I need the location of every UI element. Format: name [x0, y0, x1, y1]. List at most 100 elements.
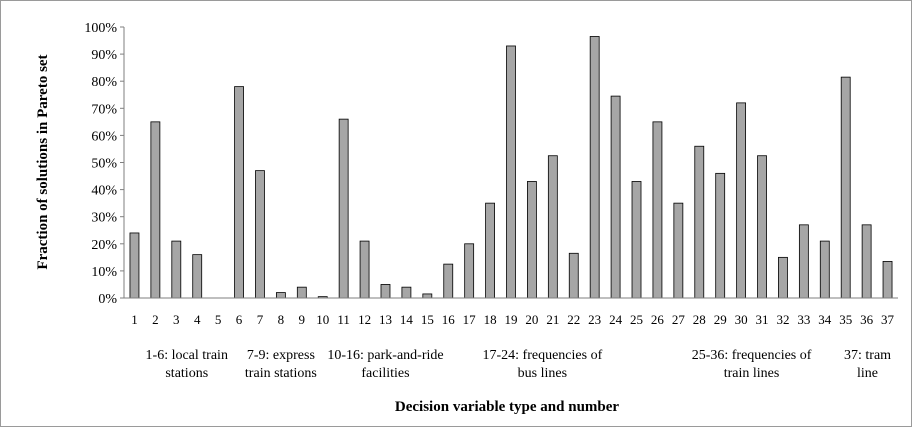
x-tick-label: 20: [525, 312, 538, 327]
group-label-line1: 37: tram: [844, 348, 891, 363]
y-tick-label: 30%: [91, 211, 117, 226]
x-tick-label: 13: [379, 312, 392, 327]
group-label-line1: 7-9: express: [247, 348, 315, 363]
group-labels: 1-6: local train stations 7-9: express trai…: [146, 348, 892, 381]
bar: [778, 256, 788, 299]
bar: [255, 170, 265, 299]
x-tick-label: 25: [630, 312, 643, 327]
group-label-line1: 25-36: frequencies of: [692, 348, 812, 363]
x-tick-label: 23: [588, 312, 601, 327]
bar: [547, 155, 558, 299]
bar: [652, 121, 663, 299]
x-tick-label: 2: [152, 312, 159, 327]
y-tick-label: 50%: [91, 157, 117, 172]
bar: [736, 102, 747, 299]
x-tick-label: 5: [215, 312, 222, 327]
bar: [631, 181, 642, 299]
x-tick-label: 34: [818, 312, 832, 327]
bar: [861, 224, 872, 299]
y-tick-label: 90%: [91, 48, 117, 63]
bar: [589, 36, 600, 299]
bar: [150, 121, 161, 299]
bar: [840, 76, 851, 299]
group-label-line2: stations: [165, 366, 208, 381]
x-tick-label: 16: [442, 312, 456, 327]
y-tick-label: 100%: [84, 21, 117, 36]
bar: [506, 45, 516, 299]
bars: [129, 36, 893, 299]
bar: [527, 181, 537, 299]
bar: [234, 86, 244, 299]
x-tick-label: 28: [693, 312, 706, 327]
x-tick-label: 33: [797, 312, 810, 327]
x-tick-label: 9: [299, 312, 306, 327]
bar: [464, 243, 475, 299]
x-tick-label: 35: [839, 312, 852, 327]
bar: [422, 293, 433, 299]
bar: [338, 118, 349, 299]
x-tick-label: 14: [400, 312, 414, 327]
x-tick-label: 17: [463, 312, 477, 327]
x-tick-label: 1: [131, 312, 138, 327]
x-tick-label: 7: [257, 312, 264, 327]
x-tick-label: 11: [337, 312, 350, 327]
group-label-line2: bus lines: [518, 366, 567, 381]
y-tick-label: 20%: [91, 238, 117, 253]
bar: [757, 155, 767, 299]
bar: [401, 286, 412, 299]
x-tick-label: 36: [860, 312, 874, 327]
bar: [610, 95, 621, 299]
x-tick-label: 12: [358, 312, 371, 327]
x-tick-label: 26: [651, 312, 665, 327]
x-tick-label: 37: [881, 312, 895, 327]
bar: [568, 252, 579, 299]
y-tick-label: 10%: [91, 265, 117, 280]
bar: [380, 284, 391, 299]
bar: [192, 254, 203, 299]
bar: [673, 202, 684, 299]
y-tick-label: 0%: [98, 292, 117, 307]
bar: [275, 292, 286, 299]
x-tick-label: 27: [672, 312, 686, 327]
y-axis-title: Fraction of solutions in Pareto set: [35, 54, 51, 269]
x-tick-label: 22: [567, 312, 580, 327]
x-tick-label: 21: [546, 312, 559, 327]
bar: [296, 286, 307, 299]
x-tick-label: 10: [316, 312, 329, 327]
x-tick-label: 6: [236, 312, 243, 327]
bar: [882, 261, 893, 299]
bar: [819, 240, 830, 299]
group-label-line2: train stations: [245, 366, 317, 381]
x-tick-label: 32: [776, 312, 789, 327]
x-tick-label: 19: [505, 312, 518, 327]
x-axis-ticks: 1 2 3 4 5 6 7 8 9 10 11 12 13 14 15 16 17 18 19 20 21 22 23 24 2…: [131, 312, 894, 327]
x-tick-label: 4: [194, 312, 201, 327]
bar: [129, 232, 140, 299]
bar: [694, 145, 705, 299]
y-tick-label: 80%: [91, 75, 117, 90]
x-tick-label: 31: [756, 312, 769, 327]
group-label-line2: facilities: [361, 366, 409, 381]
group-label-line1: 17-24: frequencies of: [483, 348, 603, 363]
axes: [120, 26, 898, 299]
bar: [443, 263, 454, 299]
x-tick-label: 30: [735, 312, 748, 327]
x-tick-label: 8: [278, 312, 285, 327]
x-tick-label: 3: [173, 312, 180, 327]
x-tick-label: 18: [484, 312, 497, 327]
x-tick-label: 29: [714, 312, 727, 327]
group-label-line2: line: [857, 366, 878, 381]
bar: [359, 240, 370, 299]
group-label-line2: train lines: [724, 366, 780, 381]
y-tick-label: 40%: [91, 184, 117, 199]
bar: [485, 202, 495, 299]
y-tick-label: 60%: [91, 129, 117, 144]
bar: [798, 224, 809, 299]
x-tick-label: 24: [609, 312, 623, 327]
bar: [171, 240, 182, 299]
bar: [715, 172, 726, 299]
group-label-line1: 10-16: park-and-ride: [327, 348, 443, 363]
group-label-line1: 1-6: local train: [146, 348, 228, 363]
